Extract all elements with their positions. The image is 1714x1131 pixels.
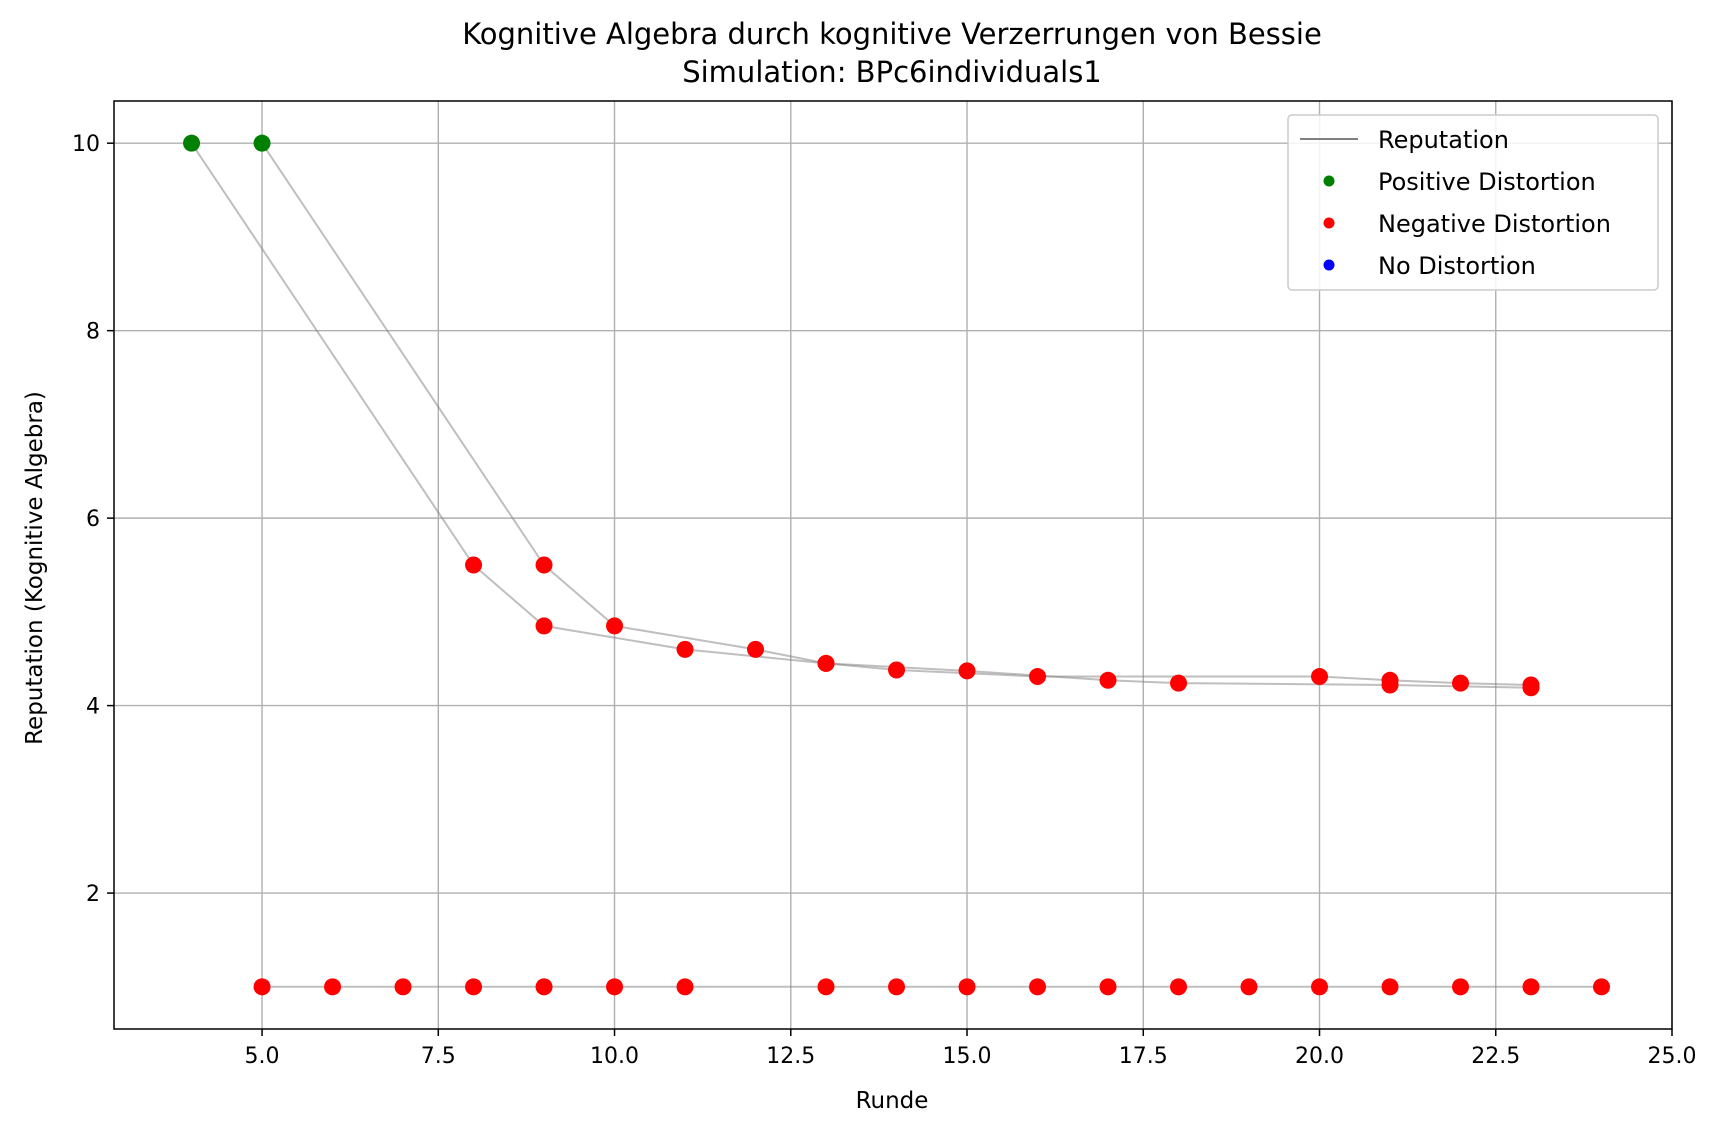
data-point-negative	[606, 617, 624, 635]
data-point-negative	[465, 556, 483, 574]
data-point-negative	[535, 978, 553, 996]
data-point-negative	[676, 640, 694, 658]
x-axis-label: Runde	[856, 1088, 929, 1114]
y-tick-label: 10	[72, 132, 100, 157]
data-point-negative	[1029, 668, 1047, 686]
x-tick-label: 12.5	[766, 1044, 815, 1069]
data-point-negative	[394, 978, 412, 996]
x-tick-label: 17.5	[1119, 1044, 1168, 1069]
data-point-negative	[1381, 671, 1399, 689]
legend-none: No Distortion	[1378, 252, 1536, 280]
data-point-negative	[676, 978, 694, 996]
data-point-negative	[1170, 674, 1188, 692]
data-point-negative	[1099, 671, 1117, 689]
x-tick-label: 10.0	[590, 1044, 639, 1069]
plot-frame	[113, 100, 1673, 1030]
x-tick-label: 22.5	[1471, 1044, 1520, 1069]
data-point-negative	[817, 654, 835, 672]
data-point-negative	[1522, 676, 1540, 694]
data-point-negative	[1099, 978, 1117, 996]
data-point-negative	[1522, 978, 1540, 996]
legend-none-swatch	[1323, 259, 1335, 271]
data-point-negative	[1593, 978, 1611, 996]
data-point-positive	[253, 134, 271, 152]
x-tick-label: 20.0	[1295, 1044, 1344, 1069]
data-point-negative	[1452, 978, 1470, 996]
data-point-negative	[1452, 674, 1470, 692]
data-point-negative	[1311, 978, 1329, 996]
legend-negative-swatch	[1323, 217, 1335, 229]
data-point-positive	[183, 134, 201, 152]
data-point-negative	[1240, 978, 1258, 996]
x-axis-ticks: 5.0 7.5 10.0 12.5 15.0 17.5 20.0 22.5 25.0	[245, 1029, 1697, 1069]
y-tick-label: 4	[86, 695, 100, 720]
legend-positive: Positive Distortion	[1378, 168, 1596, 196]
data-point-negative	[1170, 978, 1188, 996]
x-tick-label: 5.0	[245, 1044, 280, 1069]
data-point-negative	[888, 978, 906, 996]
y-axis-label: Reputation (Kognitive Algebra)	[22, 391, 48, 745]
y-axis-ticks: 2 4 6 8 10	[72, 132, 114, 907]
x-tick-label: 15.0	[943, 1044, 992, 1069]
data-point-negative	[747, 640, 765, 658]
data-point-negative	[324, 978, 342, 996]
x-tick-label: 7.5	[421, 1044, 456, 1069]
data-points	[183, 134, 1611, 996]
data-point-negative	[958, 978, 976, 996]
y-tick-label: 8	[86, 320, 100, 345]
data-point-negative	[1029, 978, 1047, 996]
chart-title: Kognitive Algebra durch kognitive Verzer…	[462, 17, 1322, 51]
data-point-negative	[1381, 978, 1399, 996]
data-point-negative	[535, 617, 553, 635]
y-tick-label: 2	[86, 882, 100, 907]
data-point-negative	[535, 556, 553, 574]
data-point-negative	[465, 978, 483, 996]
legend: Reputation Positive Distortion Negative …	[1287, 114, 1659, 291]
chart-subtitle: Simulation: BPc6individuals1	[682, 55, 1102, 89]
legend-reputation: Reputation	[1378, 126, 1509, 154]
legend-box	[1287, 114, 1659, 291]
data-point-negative	[817, 978, 835, 996]
legend-positive-swatch	[1323, 175, 1335, 187]
x-tick-label: 25.0	[1648, 1044, 1697, 1069]
data-point-negative	[253, 978, 271, 996]
data-point-negative	[888, 661, 906, 679]
data-point-negative	[1311, 668, 1329, 686]
legend-negative: Negative Distortion	[1378, 210, 1611, 238]
y-tick-label: 6	[86, 507, 100, 532]
data-point-negative	[958, 662, 976, 680]
data-point-negative	[606, 978, 624, 996]
